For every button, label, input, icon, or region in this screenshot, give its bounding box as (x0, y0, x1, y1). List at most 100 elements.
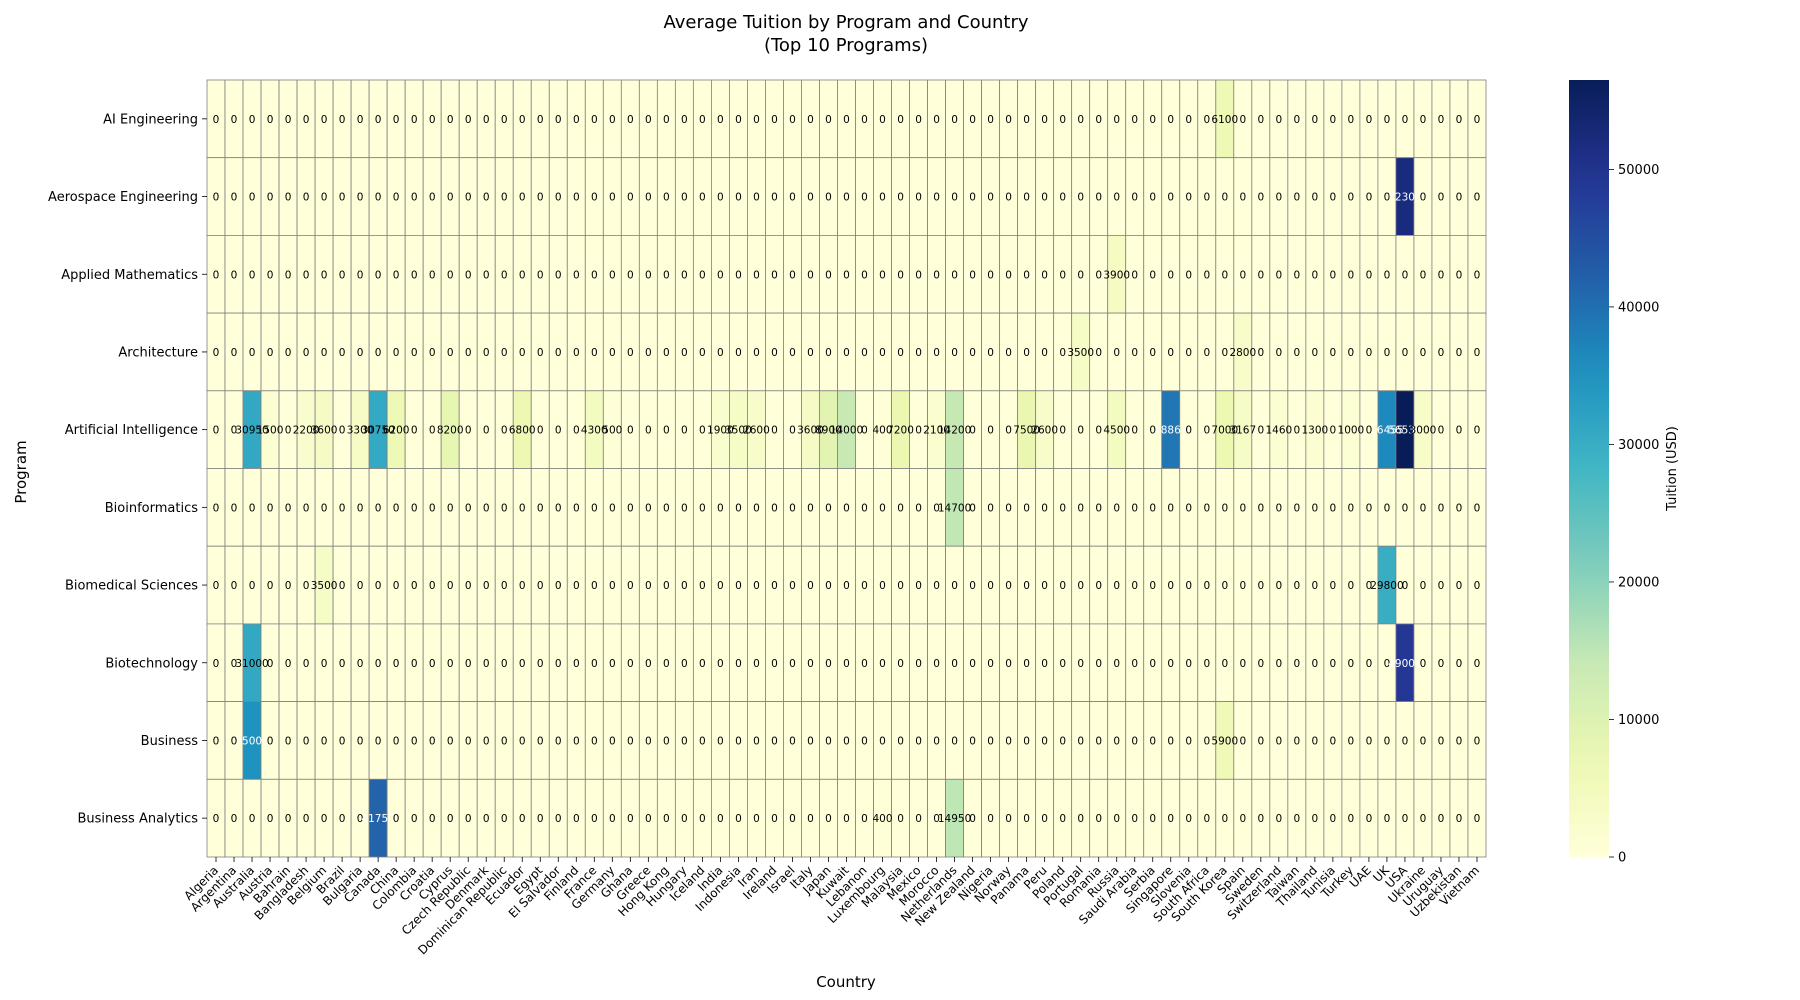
cell-value-label: 0 (267, 658, 274, 670)
cell-value-label: 0 (807, 735, 814, 747)
cell-value-label: 0 (1420, 580, 1427, 592)
cell-value-label: 0 (501, 658, 508, 670)
cell-value-label: 0 (1131, 425, 1138, 437)
cell-value-label: 0 (843, 813, 850, 825)
cell-value-label: 0 (429, 813, 436, 825)
colorbar-tick-label: 40000 (1618, 300, 1659, 315)
cell-value-label: 0 (1203, 502, 1210, 514)
cell-value-label: 0 (1095, 658, 1102, 670)
cell-value-label: 0 (1185, 192, 1192, 204)
cell-value-label: 0 (933, 580, 940, 592)
cell-value-label: 0 (1149, 658, 1156, 670)
cell-value-label: 0 (339, 502, 346, 514)
cell-value-label: 0 (879, 269, 886, 281)
cell-value-label: 0 (501, 502, 508, 514)
cell-value-label: 0 (411, 502, 418, 514)
cell-value-label: 0 (1077, 580, 1084, 592)
cell-value-label: 0 (339, 658, 346, 670)
heatmap-cells (206, 79, 1487, 858)
cell-value-label: 0 (1005, 580, 1012, 592)
cell-value-label: 0 (1149, 114, 1156, 126)
cell-value-label: 0 (267, 192, 274, 204)
cell-value-label: 0 (231, 269, 238, 281)
cell-value-label: 0 (1312, 502, 1319, 514)
cell-value-label: 0 (393, 735, 400, 747)
cell-value-label: 0 (771, 347, 778, 359)
cell-value-label: 0 (213, 735, 220, 747)
cell-value-label: 0 (843, 192, 850, 204)
cell-value-label: 0 (375, 502, 382, 514)
cell-value-label: 0 (1275, 347, 1282, 359)
cell-value-label: 0 (591, 813, 598, 825)
cell-value-label: 0 (807, 658, 814, 670)
cell-value-label: 0 (1330, 502, 1337, 514)
cell-value-label: 0 (1294, 735, 1301, 747)
cell-value-label: 0 (987, 735, 994, 747)
cell-value-label: 0 (447, 269, 454, 281)
cell-value-label: 0 (1420, 658, 1427, 670)
cell-value-label: 0 (447, 192, 454, 204)
cell-value-label: 0 (879, 658, 886, 670)
cell-value-label: 0 (897, 658, 904, 670)
y-tick-label: Architecture (118, 345, 198, 360)
cell-value-label: 0 (825, 813, 832, 825)
cell-value-label: 0 (483, 347, 490, 359)
cell-value-label: 0 (1294, 114, 1301, 126)
cell-value-label: 0 (231, 580, 238, 592)
cell-value-label: 0 (483, 114, 490, 126)
cell-value-label: 0 (1294, 192, 1301, 204)
cell-value-label: 0 (483, 192, 490, 204)
cell-value-label: 0 (393, 580, 400, 592)
cell-value-label: 0 (1438, 502, 1445, 514)
cell-value-label: 0 (483, 580, 490, 592)
cell-value-label: 0 (717, 269, 724, 281)
cell-value-label: 0 (771, 735, 778, 747)
cell-value-label: 0 (1474, 347, 1481, 359)
cell-value-label: 0 (915, 347, 922, 359)
cell-value-label: 0 (285, 192, 292, 204)
cell-value-label: 0 (1330, 114, 1337, 126)
cell-value-label: 0 (627, 114, 634, 126)
colorbar-gradient (1569, 80, 1609, 857)
cell-value-label: 0 (393, 192, 400, 204)
cell-value-label: 0 (1113, 347, 1120, 359)
cell-value-label: 0 (627, 192, 634, 204)
cell-value-label: 52300 (1388, 192, 1421, 204)
cell-value-label: 0 (771, 269, 778, 281)
cell-value-label: 0 (717, 347, 724, 359)
cell-value-label: 0 (1312, 269, 1319, 281)
cell-value-label: 0 (1023, 269, 1030, 281)
cell-value-label: 0 (897, 502, 904, 514)
cell-value-label: 0 (609, 502, 616, 514)
cell-value-label: 0 (447, 347, 454, 359)
cell-value-label: 31000 (235, 658, 268, 670)
cell-value-label: 0 (681, 192, 688, 204)
cell-value-label: 0 (645, 658, 652, 670)
cell-value-label: 0 (1185, 425, 1192, 437)
cell-value-label: 0 (1474, 502, 1481, 514)
cell-value-label: 0 (501, 735, 508, 747)
cell-value-label: 0 (1131, 658, 1138, 670)
cell-value-label: 0 (321, 192, 328, 204)
cell-value-label: 0 (1113, 813, 1120, 825)
cell-value-label: 0 (717, 114, 724, 126)
cell-value-label: 0 (1167, 269, 1174, 281)
cell-value-label: 14200 (938, 425, 971, 437)
cell-value-label: 0 (501, 580, 508, 592)
cell-value-label: 0 (591, 502, 598, 514)
cell-value-label: 1460 (1265, 425, 1292, 437)
cell-value-label: 0 (1131, 192, 1138, 204)
cell-value-label: 0 (825, 114, 832, 126)
cell-value-label: 0 (1005, 114, 1012, 126)
cell-value-label: 0 (753, 580, 760, 592)
cell-value-label: 0 (681, 813, 688, 825)
cell-value-label: 0 (1005, 502, 1012, 514)
y-tick-label: Business Analytics (78, 812, 199, 827)
cell-value-label: 0 (267, 580, 274, 592)
cell-value-label: 8200 (437, 425, 464, 437)
cell-value-label: 0 (807, 502, 814, 514)
cell-value-label: 0 (609, 735, 616, 747)
cell-value-label: 0 (915, 192, 922, 204)
cell-value-label: 0 (645, 735, 652, 747)
